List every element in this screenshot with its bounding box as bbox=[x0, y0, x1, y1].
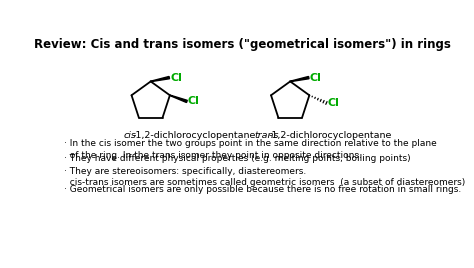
Text: · They have different physical properties (e.g. melting points, boiling points): · They have different physical propertie… bbox=[64, 154, 410, 163]
Text: cis: cis bbox=[124, 131, 137, 140]
Text: Cl: Cl bbox=[188, 96, 200, 106]
Polygon shape bbox=[290, 76, 309, 82]
Text: Cl: Cl bbox=[327, 98, 339, 108]
Text: -1,2-dichlorocyclopentane: -1,2-dichlorocyclopentane bbox=[268, 131, 392, 140]
Text: Cl: Cl bbox=[170, 73, 182, 83]
Text: Cl: Cl bbox=[310, 73, 321, 83]
Text: trans: trans bbox=[255, 131, 279, 140]
Text: Review: Cis and trans isomers ("geometrical isomers") in rings: Review: Cis and trans isomers ("geometri… bbox=[35, 38, 451, 51]
Polygon shape bbox=[151, 76, 170, 82]
Text: · In the cis isomer the two groups point in the same direction relative to the p: · In the cis isomer the two groups point… bbox=[64, 139, 437, 160]
Text: -1,2-dichlorocyclopentane: -1,2-dichlorocyclopentane bbox=[133, 131, 256, 140]
Text: · Geometrical isomers are only possible because there is no free rotation in sma: · Geometrical isomers are only possible … bbox=[64, 185, 461, 193]
Text: · They are stereoisomers: specifically, diastereomers.
  cis-trans isomers are s: · They are stereoisomers: specifically, … bbox=[64, 167, 465, 187]
Polygon shape bbox=[170, 95, 187, 103]
